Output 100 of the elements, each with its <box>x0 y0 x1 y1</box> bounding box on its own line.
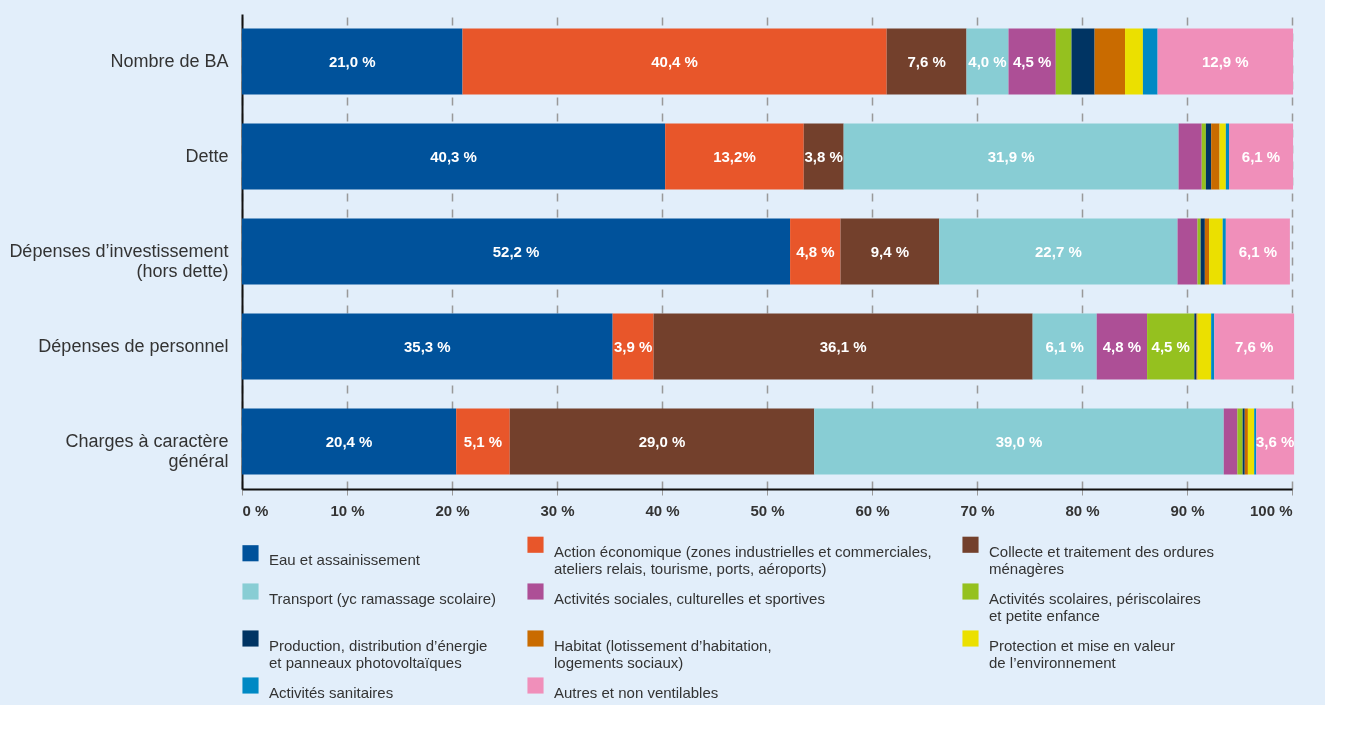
bar <box>840 218 940 285</box>
bar <box>1157 28 1294 95</box>
legend-label: Transport (yc ramassage scolaire) <box>269 589 497 607</box>
data-label: 39,0 % <box>995 432 1043 450</box>
bar <box>1209 218 1223 285</box>
bar <box>1197 218 1201 285</box>
legend-label: Activités sociales, culturelles et sportives <box>554 589 825 607</box>
x-tick-label: 90 % <box>1170 501 1205 519</box>
data-label: 4,8 % <box>796 242 835 260</box>
data-label: 29,0 % <box>638 432 686 450</box>
legend-label: Activités sanitaires <box>269 683 394 701</box>
bar <box>1177 218 1198 285</box>
bar <box>939 218 1178 285</box>
y-tick-label: Charges à caractère général <box>65 430 229 471</box>
bar <box>665 123 804 190</box>
data-label: 13,2% <box>713 147 756 165</box>
bar <box>1219 123 1226 190</box>
data-label: 52,2 % <box>492 242 540 260</box>
data-label: 31,9 % <box>987 147 1035 165</box>
legend-label: Protection et mise en valeur de l’environnement <box>989 636 1175 671</box>
y-tick-label: Dépenses d’investissement (hors dette) <box>9 240 229 281</box>
bar <box>790 218 841 285</box>
legend-label: Activités scolaires, périscolaires et petite enfance <box>989 589 1201 624</box>
bar <box>456 408 510 475</box>
x-tick-label: 70 % <box>960 501 995 519</box>
bar <box>1211 123 1220 190</box>
x-tick-label: 20 % <box>435 501 470 519</box>
data-label: 7,6 % <box>1235 337 1274 355</box>
data-label: 22,7 % <box>1035 242 1082 260</box>
bar <box>1204 218 1210 285</box>
data-label: 6,1 % <box>1238 242 1278 260</box>
bar <box>1178 123 1202 190</box>
bar <box>1247 408 1255 475</box>
bar <box>1200 218 1205 285</box>
bar <box>1055 28 1072 95</box>
bar <box>1147 313 1195 380</box>
bar <box>1197 313 1212 380</box>
bar <box>1222 218 1226 285</box>
bar <box>1225 123 1229 190</box>
data-label: 21,0 % <box>328 52 376 70</box>
bar <box>242 28 463 95</box>
data-label: 4,5 % <box>1151 337 1190 355</box>
data-label: 3,8 % <box>804 147 843 165</box>
bar <box>462 28 887 95</box>
bar <box>1142 28 1158 95</box>
bar <box>1008 28 1056 95</box>
bar <box>966 28 1009 95</box>
x-tick-label: 40 % <box>645 501 680 519</box>
legend-label: Production, distribution d’énergie et panneaux photovoltaïques <box>269 636 488 671</box>
bar <box>1201 123 1206 190</box>
data-label: 9,4 % <box>870 242 910 260</box>
bar <box>1225 218 1290 285</box>
data-label: 3,6 % <box>1256 432 1295 450</box>
data-label: 20,4 % <box>325 432 373 450</box>
data-label: 4,8 % <box>1102 337 1142 355</box>
data-label: 6,1 % <box>1045 337 1084 355</box>
x-tick-label: 10 % <box>330 501 365 519</box>
x-tick-label: 100 % <box>1249 501 1293 519</box>
data-label: 36,1 % <box>819 337 867 355</box>
legend-label: Habitat (lotissement d’habitation, logements sociaux) <box>554 636 772 671</box>
data-label: 4,5 % <box>1012 52 1052 70</box>
bar <box>509 408 815 475</box>
legend-label: Action économique (zones industrielles et commerciales, ateliers relais, tourisme, ports, aéroports) <box>554 542 932 577</box>
bar <box>1125 28 1143 95</box>
data-label: 40,3 % <box>430 147 477 165</box>
bar <box>1094 28 1126 95</box>
legend-label: Collecte et traitement des ordures ménagères <box>989 542 1215 577</box>
x-tick-label: 0 % <box>242 501 269 519</box>
x-tick-label: 80 % <box>1065 501 1100 519</box>
bar <box>612 313 654 380</box>
data-label: 12,9 % <box>1201 52 1249 70</box>
bar <box>803 123 844 190</box>
legend-label: Eau et assainissement <box>269 551 421 569</box>
bar <box>653 313 1033 380</box>
bar <box>814 408 1224 475</box>
bar <box>242 313 613 380</box>
data-label: 4,0 % <box>968 52 1007 70</box>
bar <box>1211 313 1215 380</box>
bar <box>1237 408 1243 475</box>
data-label: 5,1 % <box>463 432 503 450</box>
x-tick-label: 30 % <box>540 501 575 519</box>
bar <box>1256 408 1295 475</box>
bar <box>1229 123 1294 190</box>
bar <box>1214 313 1295 380</box>
bar <box>886 28 967 95</box>
bar <box>1205 123 1212 190</box>
bar <box>242 408 457 475</box>
legend-label: Autres et non ventilables <box>554 683 719 701</box>
data-label: 7,6 % <box>907 52 946 70</box>
data-label: 6,1 % <box>1241 147 1281 165</box>
y-tick-label: Dépenses de personnel <box>38 335 229 356</box>
bar <box>1223 408 1238 475</box>
y-tick-label: Nombre de BA <box>110 50 229 71</box>
data-label: 35,3 % <box>403 337 451 355</box>
bar <box>1071 28 1095 95</box>
bar <box>242 218 791 285</box>
data-label: 40,4 % <box>651 52 698 70</box>
y-tick-label: Dette <box>185 145 229 166</box>
bar <box>843 123 1179 190</box>
bar <box>1032 313 1097 380</box>
